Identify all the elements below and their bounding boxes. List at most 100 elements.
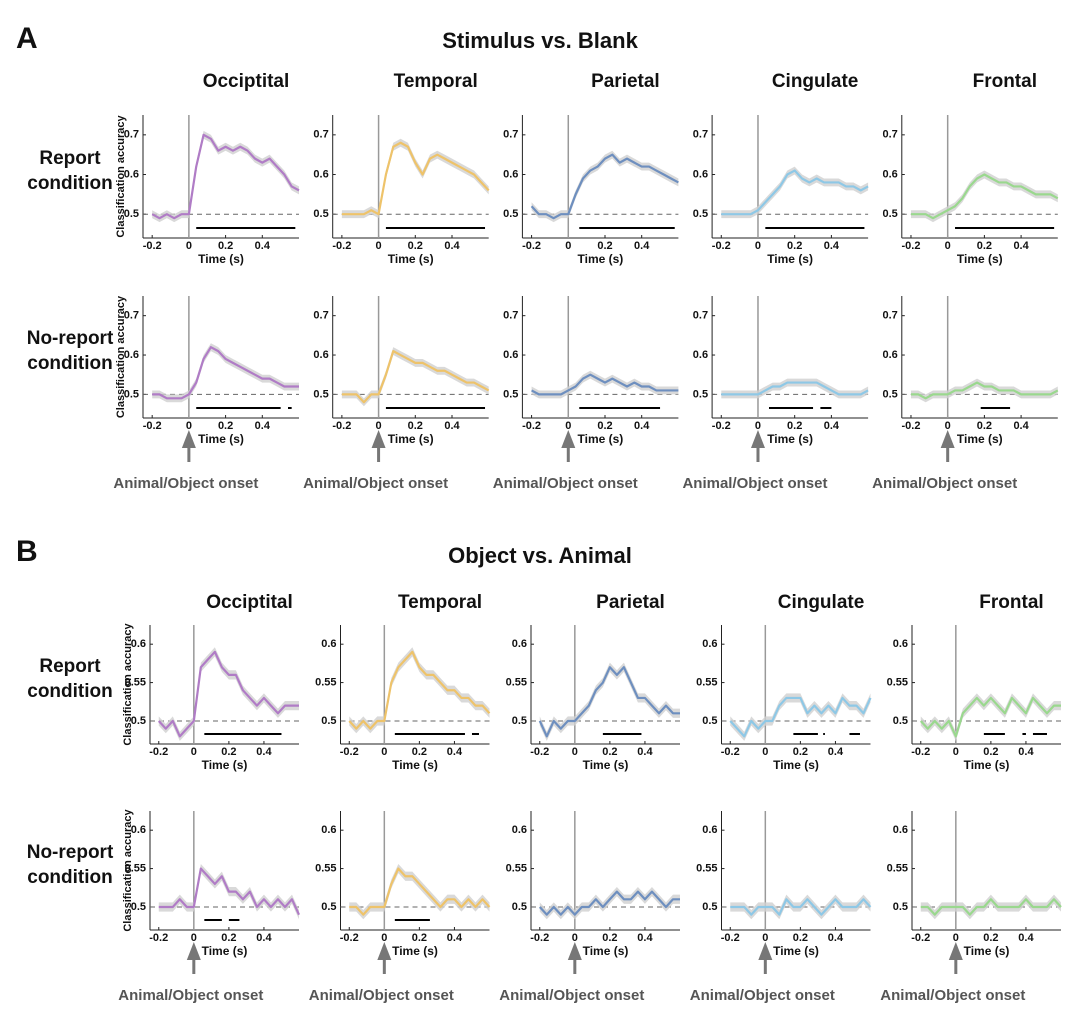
- y-tick-label: 0.5: [503, 388, 518, 400]
- x-tick-label: 0: [953, 932, 959, 944]
- y-tick-label: 0.7: [693, 129, 708, 141]
- x-axis-label: Time (s): [957, 432, 1003, 446]
- row-label: No-report condition: [26, 841, 114, 888]
- y-tick-label: 0.5: [124, 208, 139, 220]
- column-title: Cingulate: [772, 71, 859, 92]
- y-tick-label: 0.55: [506, 862, 527, 874]
- accuracy-line: [531, 373, 679, 396]
- x-tick-label: -0.2: [721, 746, 740, 758]
- subplot: 0.5 0.6 0.7 -0.2 0 0.2 0.4 Frontal Time (s): [883, 71, 1059, 266]
- y-tick-label: 0.5: [124, 388, 139, 400]
- x-tick-label: -0.2: [911, 746, 930, 758]
- column-title: Parietal: [591, 71, 660, 92]
- error-band: [721, 166, 869, 219]
- onset-annotation: Animal/Object onset: [690, 987, 835, 1004]
- y-tick-label: 0.5: [321, 901, 336, 913]
- y-tick-label: 0.6: [512, 824, 527, 836]
- x-tick-label: 0: [191, 932, 197, 944]
- subplot: 0.5 0.55 0.6 -0.2 0 0.2 0.4 Time (s) Animal/Obje…: [880, 811, 1062, 1004]
- subplot: 0.5 0.55 0.6 -0.2 0 0.2 0.4 Time (s) Animal/Obje…: [499, 811, 680, 1004]
- subplot: 0.5 0.6 0.7 -0.2 0 0.2 0.4 Cingulate Time (s): [693, 71, 869, 266]
- column-title: Parietal: [596, 592, 665, 613]
- x-tick-label: 0.4: [637, 932, 653, 944]
- y-tick-label: 0.5: [693, 388, 708, 400]
- y-tick-label: 0.6: [124, 349, 139, 361]
- accuracy-line: [152, 346, 299, 400]
- y-tick-label: 0.6: [503, 349, 518, 361]
- x-tick-label: -0.2: [522, 420, 541, 432]
- y-tick-label: 0.6: [893, 638, 908, 650]
- y-tick-label: 0.7: [503, 129, 518, 141]
- x-tick-label: 0.2: [977, 420, 992, 432]
- x-tick-label: 0.4: [828, 746, 844, 758]
- x-tick-label: 0: [381, 746, 387, 758]
- x-axis-label: Time (s): [767, 432, 813, 446]
- accuracy-line: [538, 666, 680, 738]
- y-tick-label: 0.5: [883, 208, 898, 220]
- y-tick-label: 0.7: [883, 129, 898, 141]
- x-tick-label: 0: [572, 746, 578, 758]
- error-band: [920, 693, 1061, 741]
- x-tick-label: 0.2: [597, 240, 612, 252]
- x-tick-label: 0: [191, 746, 197, 758]
- y-tick-label: 0.7: [124, 129, 139, 141]
- y-tick-label: 0.5: [321, 715, 336, 727]
- y-axis-label: Classification accuracy: [115, 114, 127, 237]
- y-tick-label: 0.7: [503, 310, 518, 322]
- accuracy-line: [919, 696, 1061, 738]
- x-tick-label: 0.4: [255, 240, 271, 252]
- x-tick-label: 0.2: [983, 746, 998, 758]
- x-tick-label: 0.2: [602, 932, 617, 944]
- x-tick-label: 0.4: [447, 746, 463, 758]
- x-tick-label: 0.4: [824, 240, 840, 252]
- y-tick-label: 0.55: [887, 676, 908, 688]
- x-axis-label: Time (s): [583, 758, 629, 772]
- onset-arrow-head: [561, 430, 576, 448]
- onset-arrow-head: [181, 430, 196, 448]
- column-title: Cingulate: [778, 592, 865, 613]
- x-tick-label: 0: [755, 420, 761, 432]
- subplot: 0.5 0.55 0.6 -0.2 0 0.2 0.4 Frontal Time (s): [887, 592, 1061, 772]
- x-tick-label: 0.4: [1018, 932, 1034, 944]
- x-tick-label: 0: [945, 420, 951, 432]
- accuracy-line: [729, 696, 872, 738]
- y-tick-label: 0.55: [506, 676, 527, 688]
- y-tick-label: 0.7: [124, 310, 139, 322]
- x-tick-label: 0.4: [824, 420, 840, 432]
- x-tick-label: 0.2: [597, 420, 612, 432]
- x-tick-label: 0: [755, 240, 761, 252]
- x-tick-label: -0.2: [332, 420, 351, 432]
- x-tick-label: 0.2: [218, 420, 233, 432]
- x-tick-label: -0.2: [340, 932, 359, 944]
- y-tick-label: 0.5: [893, 715, 908, 727]
- x-tick-label: 0.2: [602, 746, 617, 758]
- y-tick-label: 0.5: [693, 208, 708, 220]
- y-tick-label: 0.55: [315, 676, 336, 688]
- x-tick-label: 0.4: [1013, 420, 1029, 432]
- onset-arrow-head: [750, 430, 765, 448]
- error-band: [341, 138, 489, 219]
- error-band: [341, 347, 489, 407]
- x-tick-label: 0: [953, 746, 959, 758]
- accuracy-line: [158, 867, 301, 916]
- onset-annotation: Animal/Object onset: [493, 475, 638, 492]
- column-title: Frontal: [973, 71, 1037, 92]
- x-axis-label: Time (s): [198, 252, 244, 266]
- x-tick-label: 0.4: [444, 240, 460, 252]
- column-title: Occiptital: [203, 71, 290, 92]
- panel-title: Stimulus vs. Blank: [442, 28, 638, 53]
- x-tick-label: 0: [945, 240, 951, 252]
- y-axis-label: Classification accuracy: [122, 622, 134, 745]
- y-tick-label: 0.5: [512, 715, 527, 727]
- y-tick-label: 0.5: [702, 901, 717, 913]
- x-tick-label: 0: [376, 420, 382, 432]
- onset-annotation: Animal/Object onset: [303, 475, 448, 492]
- x-tick-label: 0.4: [1013, 240, 1029, 252]
- x-tick-label: 0.4: [447, 932, 463, 944]
- y-tick-label: 0.5: [883, 388, 898, 400]
- x-tick-label: 0.2: [793, 746, 808, 758]
- onset-arrow-head: [377, 942, 392, 960]
- x-tick-label: -0.2: [901, 240, 920, 252]
- y-tick-label: 0.6: [313, 168, 328, 180]
- y-tick-label: 0.7: [693, 310, 708, 322]
